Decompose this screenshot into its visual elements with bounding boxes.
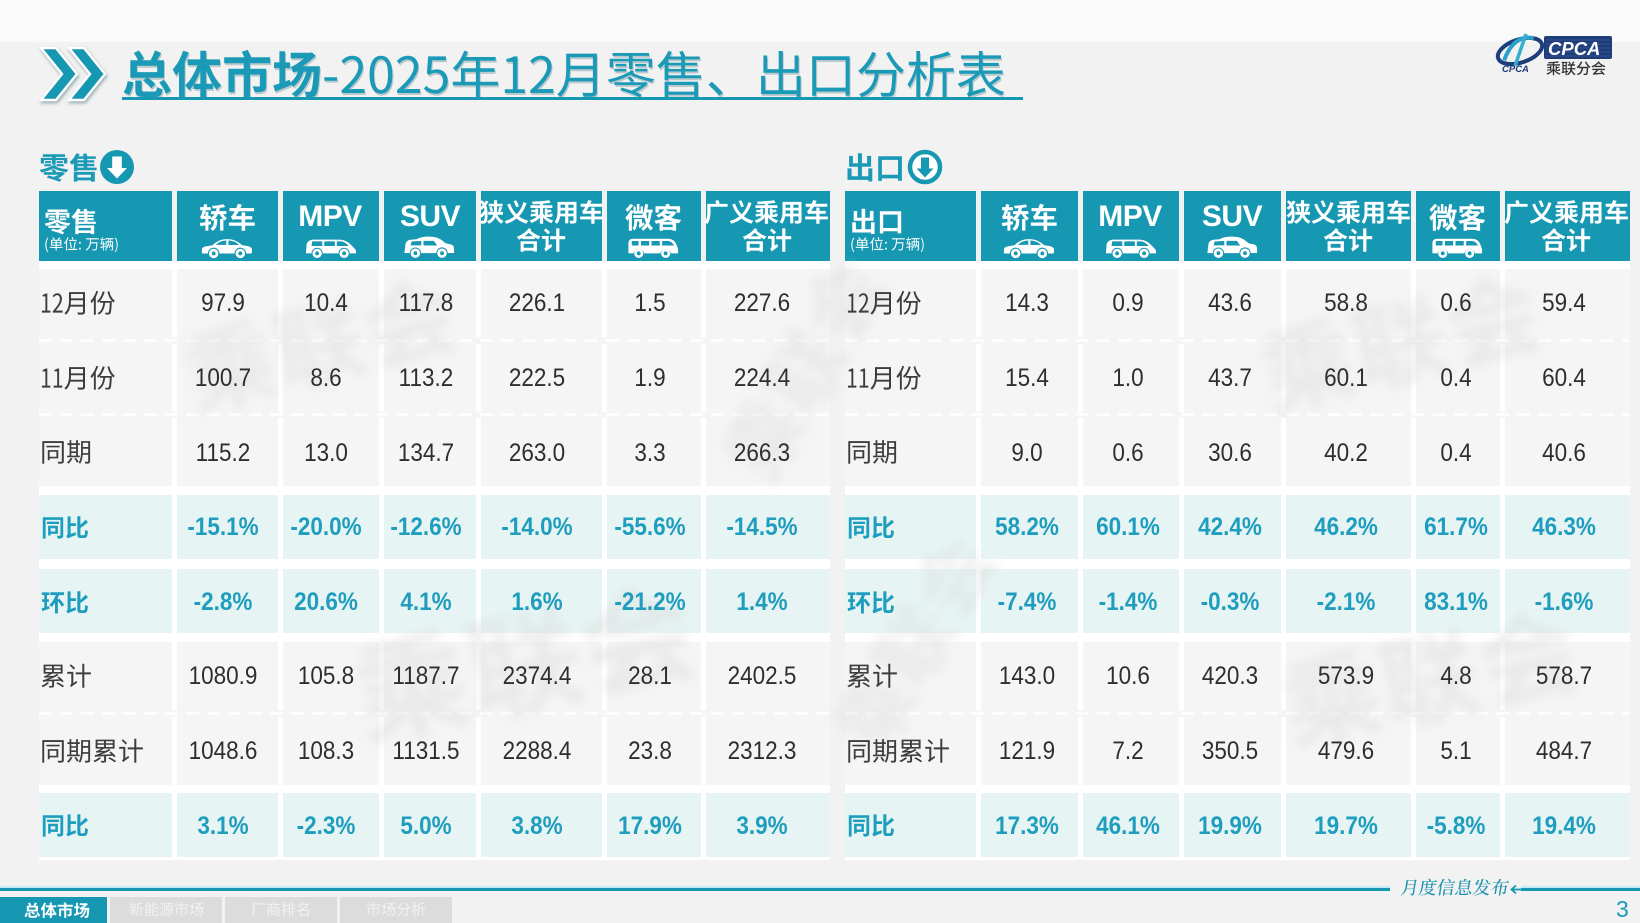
svg-text:CPCA: CPCA xyxy=(1548,38,1600,59)
svg-text:CPCA: CPCA xyxy=(1502,64,1529,75)
